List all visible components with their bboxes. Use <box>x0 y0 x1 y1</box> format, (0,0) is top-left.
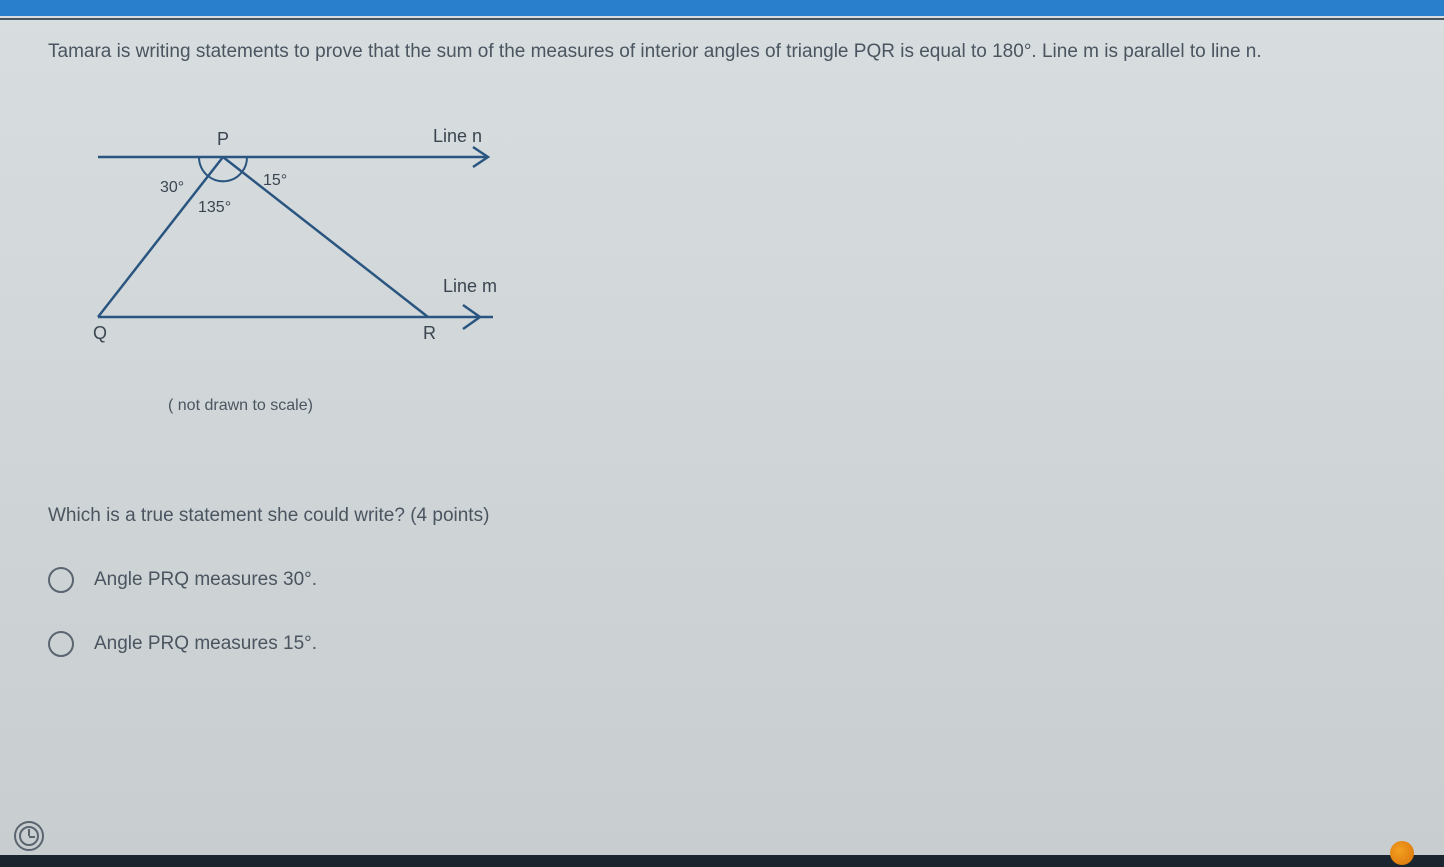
angle-30: 30° <box>160 179 184 196</box>
radio-button[interactable] <box>48 567 74 593</box>
taskbar <box>0 855 1444 867</box>
angle-15: 15° <box>263 172 287 189</box>
arc-135 <box>208 172 242 181</box>
content-area: Tamara is writing statements to prove th… <box>0 20 1444 657</box>
option-2[interactable]: Angle PRQ measures 15°. <box>48 631 1396 657</box>
triangle-diagram: P Q R Line n Line m 30° 15° 135° <box>68 117 518 377</box>
label-line-n: Line n <box>433 126 482 146</box>
label-r: R <box>423 323 436 343</box>
radio-button[interactable] <box>48 631 74 657</box>
clock-hand <box>29 836 35 838</box>
arc-15 <box>242 157 247 172</box>
top-bar <box>0 0 1444 16</box>
label-line-m: Line m <box>443 276 497 296</box>
option-text: Angle PRQ measures 15°. <box>94 633 317 655</box>
not-to-scale-note: ( not drawn to scale) <box>168 397 1396 415</box>
label-q: Q <box>93 323 107 343</box>
clock-icon[interactable] <box>14 821 44 851</box>
label-p: P <box>217 129 229 149</box>
segment-pr <box>223 157 428 317</box>
diagram-svg: P Q R Line n Line m 30° 15° 135° <box>68 117 518 377</box>
question-text: Tamara is writing statements to prove th… <box>48 38 1396 67</box>
clock-face-icon <box>19 826 39 846</box>
taskbar-app-icon[interactable] <box>1390 841 1414 865</box>
arc-30 <box>199 157 208 176</box>
option-text: Angle PRQ measures 30°. <box>94 569 317 591</box>
angle-135: 135° <box>198 199 231 216</box>
clock-hand <box>28 829 30 836</box>
sub-question: Which is a true statement she could writ… <box>48 505 1396 527</box>
option-1[interactable]: Angle PRQ measures 30°. <box>48 567 1396 593</box>
